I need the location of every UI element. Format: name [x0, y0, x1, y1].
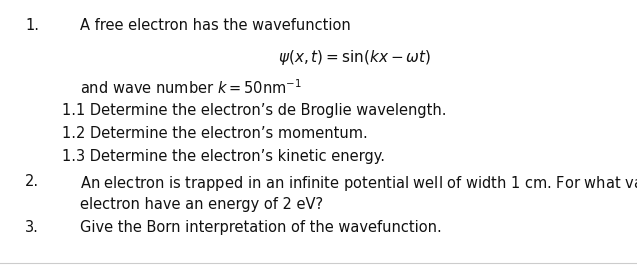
Text: 1.2 Determine the electron’s momentum.: 1.2 Determine the electron’s momentum. [62, 126, 368, 141]
Text: $\psi(x,t) = \sin(kx - \omega t)$: $\psi(x,t) = \sin(kx - \omega t)$ [278, 48, 432, 67]
Text: 1.: 1. [25, 18, 39, 33]
Text: An electron is trapped in an infinite potential well of width 1 cm. For what val: An electron is trapped in an infinite po… [80, 174, 637, 193]
Text: 2.: 2. [25, 174, 39, 189]
Text: Give the Born interpretation of the wavefunction.: Give the Born interpretation of the wave… [80, 220, 441, 235]
Text: A free electron has the wavefunction: A free electron has the wavefunction [80, 18, 351, 33]
Text: 1.1 Determine the electron’s de Broglie wavelength.: 1.1 Determine the electron’s de Broglie … [62, 103, 447, 118]
Text: 3.: 3. [25, 220, 39, 235]
Text: 1.3 Determine the electron’s kinetic energy.: 1.3 Determine the electron’s kinetic ene… [62, 149, 385, 164]
Text: electron have an energy of 2 eV?: electron have an energy of 2 eV? [80, 197, 323, 212]
Text: and wave number $k = 50\mathrm{nm}^{-1}$: and wave number $k = 50\mathrm{nm}^{-1}$ [80, 78, 302, 97]
